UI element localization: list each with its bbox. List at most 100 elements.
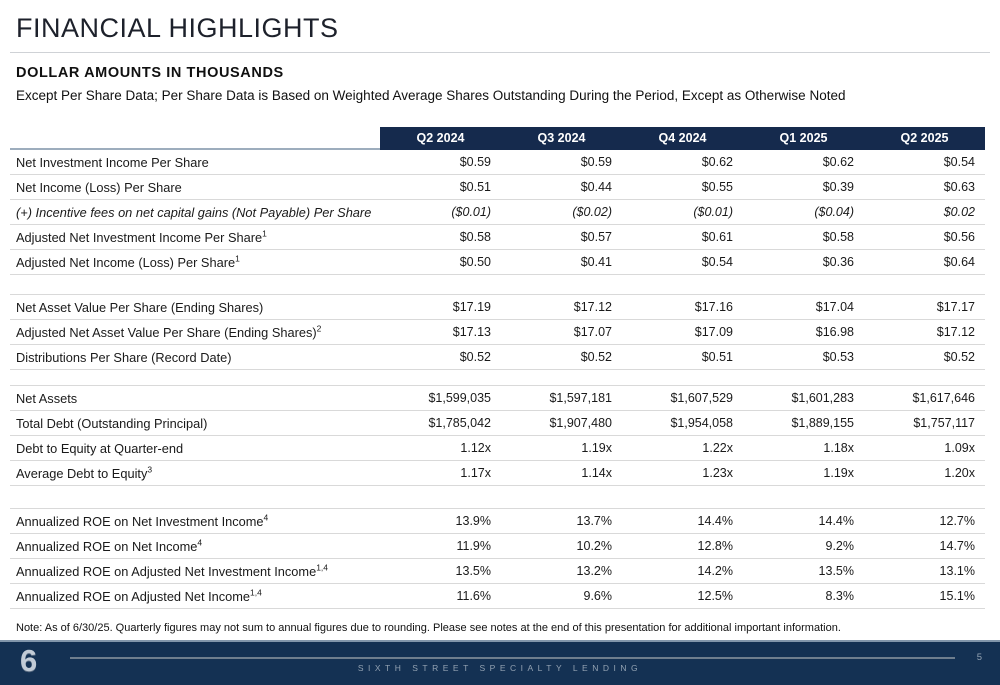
footnote-marker: 4: [263, 512, 269, 523]
cell-value: $17.12: [573, 300, 612, 314]
cell-value: $0.41: [580, 255, 612, 269]
cell-value: $1,599,035: [428, 391, 491, 405]
row-label: Annualized ROE on Net Investment Income4: [16, 512, 269, 529]
table-row: Net Investment Income Per Share $0.59 $0.5…: [10, 150, 985, 175]
cell-value: 1.17x: [460, 466, 491, 480]
cell-value: 11.6%: [456, 589, 491, 603]
cell-value: $17.13: [452, 325, 491, 339]
cell-value: 14.4%: [818, 514, 854, 528]
table-row: Average Debt to Equity3 1.17x 1.14x 1.23x 1.…: [10, 461, 985, 486]
table-row: (+) Incentive fees on net capital gains …: [10, 200, 985, 225]
row-label: Adjusted Net Income (Loss) Per Share1: [16, 253, 240, 270]
cell-value: $0.55: [701, 180, 733, 194]
financial-highlights-table: Q2 2024 Q3 2024 Q4 2024 Q1 2025 Q2 2025 Net I…: [10, 127, 985, 609]
footnote-marker: 1: [235, 253, 240, 264]
row-label: Net Investment Income Per Share: [16, 154, 209, 170]
cell-value: 9.2%: [825, 539, 855, 553]
table-row: Net Income (Loss) Per Share $0.51 $0.44 $0.…: [10, 175, 985, 200]
table-header-label-spacer: [10, 127, 380, 150]
cell-value: 10.2%: [576, 539, 612, 553]
row-label: Debt to Equity at Quarter-end: [16, 440, 184, 456]
cell-value: $0.53: [822, 350, 854, 364]
cell-value: $1,889,155: [791, 416, 854, 430]
row-label: Annualized ROE on Adjusted Net Income1,4: [16, 587, 262, 604]
cell-value: $17.07: [573, 325, 612, 339]
cell-value: 1.18x: [823, 441, 854, 455]
table-row: Annualized ROE on Adjusted Net Income1,4…: [10, 584, 985, 609]
page-title: FINANCIAL HIGHLIGHTS: [16, 13, 339, 43]
cell-value: $0.64: [943, 255, 975, 269]
cell-value: 13.5%: [818, 564, 854, 578]
page-number: 5: [976, 652, 982, 663]
row-label: Total Debt (Outstanding Principal): [16, 415, 208, 431]
cell-value: 1.22x: [702, 441, 733, 455]
cell-value: 14.4%: [697, 514, 733, 528]
row-label: Adjusted Net Investment Income Per Share…: [16, 228, 267, 245]
row-label: Average Debt to Equity3: [16, 464, 153, 481]
cell-value: $0.57: [580, 230, 612, 244]
cell-value: $17.16: [694, 300, 733, 314]
sixth-street-logo: 6: [20, 643, 38, 678]
cell-value: $0.63: [943, 180, 975, 194]
cell-value: $1,601,283: [791, 391, 854, 405]
cell-value: $0.54: [701, 255, 733, 269]
cell-value: 1.19x: [823, 466, 854, 480]
row-label: Net Income (Loss) Per Share: [16, 179, 182, 195]
cell-value: 13.5%: [455, 564, 491, 578]
subtitle-note: Except Per Share Data; Per Share Data is…: [16, 88, 846, 103]
cell-value: $17.19: [452, 300, 491, 314]
footnote-marker: 3: [147, 464, 153, 475]
cell-value: $0.59: [580, 155, 612, 169]
table-row: Adjusted Net Investment Income Per Share…: [10, 225, 985, 250]
cell-value: 11.9%: [456, 539, 491, 553]
cell-value: 12.5%: [697, 589, 733, 603]
cell-value: $1,757,117: [913, 416, 975, 430]
table-section: Net Investment Income Per Share $0.59 $0.5…: [10, 150, 985, 275]
cell-value: $0.62: [701, 155, 733, 169]
footnote-marker: 1,4: [316, 562, 329, 573]
column-header-q4-2024: Q4 2024: [622, 127, 743, 150]
cell-value: $17.12: [936, 325, 975, 339]
cell-value: 1.14x: [581, 466, 612, 480]
cell-value: $0.52: [580, 350, 612, 364]
cell-value: $0.54: [943, 155, 975, 169]
footnote-marker: 2: [316, 323, 322, 334]
row-label: Annualized ROE on Net Income4: [16, 537, 203, 554]
column-header-q3-2024: Q3 2024: [501, 127, 622, 150]
table-header-row: Q2 2024 Q3 2024 Q4 2024 Q1 2025 Q2 2025: [10, 127, 985, 150]
footnote-marker: 1,4: [250, 587, 262, 598]
row-label: Distributions Per Share (Record Date): [16, 349, 232, 365]
row-label: Net Asset Value Per Share (Ending Shares…: [16, 299, 264, 315]
column-header-q1-2025: Q1 2025: [743, 127, 864, 150]
cell-value: $1,607,529: [670, 391, 733, 405]
row-label: Annualized ROE on Adjusted Net Investmen…: [16, 562, 329, 579]
cell-value: $0.36: [822, 255, 854, 269]
footnote: Note: As of 6/30/25. Quarterly figures m…: [16, 622, 841, 634]
footer-brand: SIXTH STREET SPECIALTY LENDING: [357, 663, 643, 673]
cell-value: $0.62: [822, 155, 854, 169]
cell-value: 13.2%: [576, 564, 612, 578]
cell-value: $0.50: [459, 255, 491, 269]
cell-value: 1.19x: [581, 441, 612, 455]
cell-value: 1.09x: [944, 441, 975, 455]
cell-value: $0.52: [459, 350, 491, 364]
cell-value: $0.52: [943, 350, 975, 364]
cell-value: 1.23x: [702, 466, 733, 480]
table-row: Distributions Per Share (Record Date) $0.…: [10, 345, 985, 370]
table-row: Net Asset Value Per Share (Ending Shares…: [10, 295, 985, 320]
cell-value: $0.58: [822, 230, 854, 244]
cell-value: $1,617,646: [912, 391, 975, 405]
cell-value: $1,907,480: [549, 416, 612, 430]
cell-value: 15.1%: [939, 589, 975, 603]
cell-value: 13.7%: [576, 514, 612, 528]
cell-value: 12.7%: [939, 514, 975, 528]
cell-value: $17.09: [694, 325, 733, 339]
cell-value: 9.6%: [583, 589, 613, 603]
table-row: Adjusted Net Asset Value Per Share (Endi…: [10, 320, 985, 345]
cell-value: ($0.01): [693, 205, 733, 219]
cell-value: $0.56: [943, 230, 975, 244]
cell-value: $0.02: [943, 205, 975, 219]
cell-value: ($0.02): [572, 205, 612, 219]
subtitle: DOLLAR AMOUNTS IN THOUSANDS: [16, 65, 284, 81]
